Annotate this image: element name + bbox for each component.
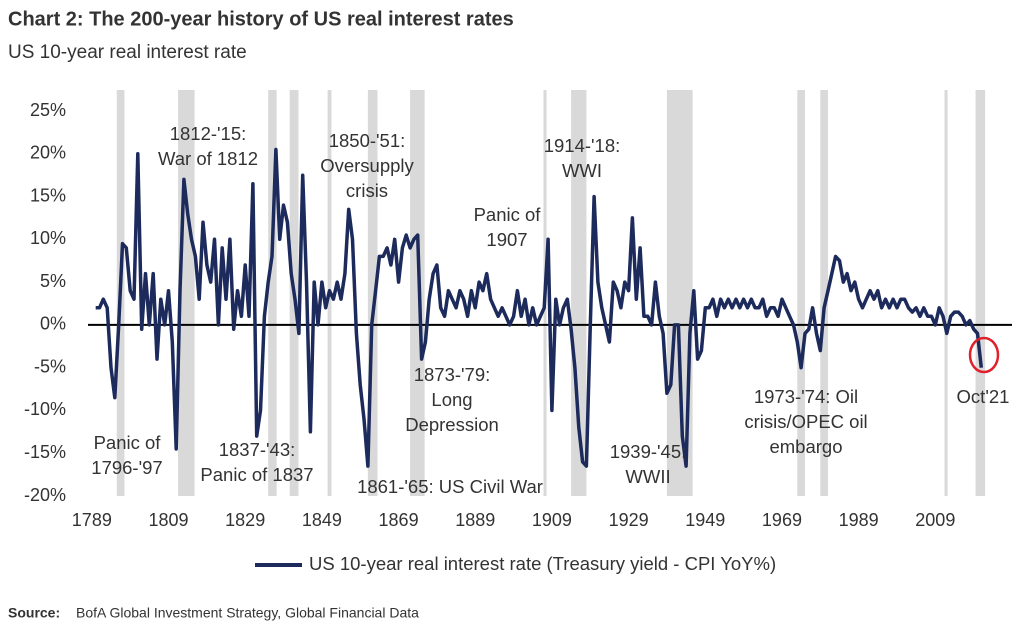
x-tick-label: 1969 [762,510,802,530]
shaded-period [666,90,693,496]
annotation: Oversupply [320,155,414,176]
y-tick-label: -5% [34,356,66,376]
shaded-period [367,90,378,496]
annotation: War of 1812 [158,148,258,169]
annotation: Panic of [474,204,542,225]
annotation: Depression [405,414,499,435]
annotation: embargo [769,436,842,457]
chart-title: Chart 2: The 200-year history of US real… [8,8,514,30]
data-line [95,147,984,468]
x-tick-label: 1929 [609,510,649,530]
source-label: Source: [8,605,60,621]
x-tick-label: 1829 [225,510,265,530]
x-tick-label: 1789 [72,510,112,530]
shaded-period [410,90,425,496]
shaded-period [268,90,277,496]
shaded-period [975,90,986,496]
annotation: Long [431,389,472,410]
x-tick-label: 1889 [455,510,495,530]
source-text: BofA Global Investment Strategy, Global … [76,605,419,621]
annotation: 1907 [486,229,527,250]
annotation: Panic of 1837 [200,464,313,485]
y-tick-label: 10% [30,228,66,248]
x-tick-label: 1809 [148,510,188,530]
x-tick-label: 1869 [379,510,419,530]
x-tick-label: 2009 [915,510,955,530]
annotation: 1861-'65: US Civil War [357,476,543,497]
y-tick-label: 15% [30,185,66,205]
annotation: 1850-'51: [329,130,406,151]
y-tick-label: -20% [24,485,66,505]
annotation: 1796-'97 [91,457,162,478]
y-tick-label: 20% [30,143,66,163]
y-tick-label: 0% [40,314,66,334]
x-tick-label: 1989 [839,510,879,530]
annotation: 1812-'15: [170,123,247,144]
annotation: 1939-'45: [610,441,687,462]
annotation: 1914-'18: [544,135,621,156]
annotation: 1973-'74: Oil [754,386,858,407]
shaded-period [944,90,948,496]
annotation: crisis [346,180,388,201]
annotation: 1873-'79: [414,364,491,385]
x-tick-label: 1909 [532,510,572,530]
shaded-period [820,90,828,496]
annotation: Panic of [94,432,162,453]
y-tick-label: -15% [24,442,66,462]
annotation: WWII [625,466,670,487]
annotation: 1837-'43: [219,439,296,460]
y-tick-label: 5% [40,271,66,291]
highlight-circle [968,336,1000,374]
x-tick-label: 1949 [685,510,725,530]
x-tick-label: 1849 [302,510,342,530]
annotation: WWI [562,160,602,181]
y-tick-label: 25% [30,100,66,120]
y-tick-label: -10% [24,399,66,419]
annotation: crisis/OPEC oil [744,411,867,432]
legend-label: US 10-year real interest rate (Treasury … [309,553,776,574]
annotation: Oct'21 [957,386,1010,407]
chart-subtitle: US 10-year real interest rate [8,42,247,63]
shaded-period [797,90,805,496]
